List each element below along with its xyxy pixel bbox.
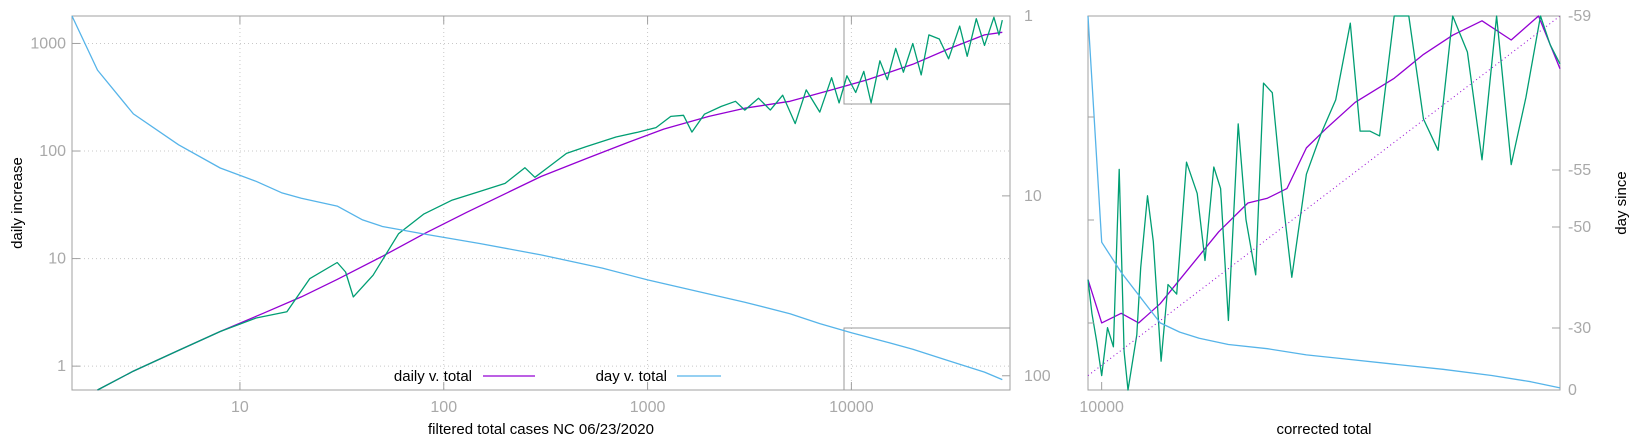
x-tick-label: 10000 [1079, 399, 1124, 416]
left-y-axis-label: daily increase [9, 157, 26, 249]
series-raw-daily [1087, 15, 1561, 391]
series-day-v-total [1087, 15, 1561, 389]
y-tick-label: 1 [57, 358, 66, 375]
y2-tick-label: 1 [1024, 8, 1033, 25]
left-chart-frame [71, 15, 1011, 391]
y2-tick-label: 100 [1024, 368, 1051, 385]
series-trend-fit [1087, 15, 1561, 376]
zoom-box-upper [843, 16, 1010, 105]
series-daily-v-total [97, 31, 1003, 391]
x-tick-label: 1000 [630, 399, 666, 416]
y2-tick-label: -55 [1568, 162, 1591, 179]
right-chart-lines [1087, 15, 1561, 391]
x-tick-label: 100 [430, 399, 457, 416]
series-day-v-total [71, 15, 1003, 381]
left-chart-lines [71, 15, 1003, 391]
left-chart-grid [72, 16, 1010, 390]
legend-label-daily-v-total: daily v. total [394, 368, 472, 385]
y2-tick-label: -30 [1568, 320, 1591, 337]
y2-tick-label: -59 [1568, 8, 1591, 25]
zoom-highlight-boxes [843, 16, 1010, 390]
x-tick-label: 10000 [829, 399, 874, 416]
right-chart-frame [1087, 15, 1561, 391]
y2-tick-label: -50 [1568, 219, 1591, 236]
left-x-axis-label: filtered total cases NC 06/23/2020 [428, 421, 654, 438]
legend: daily v. total day v. total [394, 368, 721, 385]
y-tick-label: 100 [39, 143, 66, 160]
y2-tick-label: 10 [1024, 188, 1042, 205]
right-chart-ticks: 10000 -59 -55 -50 -30 0 [1079, 8, 1591, 416]
legend-label-day-v-total: day v. total [596, 368, 667, 385]
series-daily-v-total [1087, 15, 1561, 324]
y2-tick-label: 0 [1568, 382, 1577, 399]
y-tick-label: 1000 [30, 35, 66, 52]
left-chart-ticks: 10 100 1000 10000 1 10 100 1000 1 10 100 [30, 8, 1050, 416]
right-x-axis-label: corrected total [1276, 421, 1371, 438]
series-raw-daily [97, 16, 1003, 391]
zoom-box-lower [843, 327, 1010, 390]
x-tick-label: 10 [231, 399, 249, 416]
right-y2-axis-label: day since [1613, 171, 1630, 234]
y-tick-label: 10 [48, 251, 66, 268]
